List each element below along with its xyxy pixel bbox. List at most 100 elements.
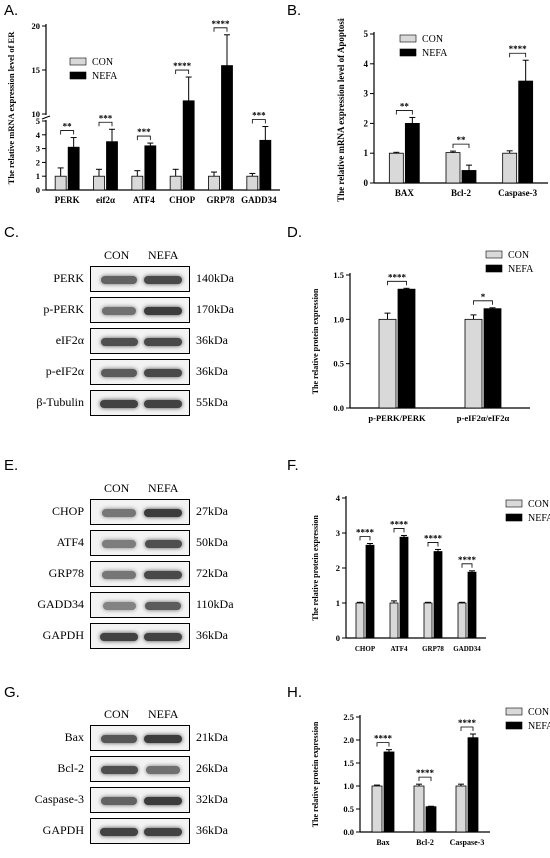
y-tick-label: 1 — [336, 598, 340, 608]
x-tick-label: Bax — [376, 838, 389, 847]
protein-label: PERK — [53, 271, 84, 285]
significance-bracket — [418, 776, 432, 782]
y-tick-label: 4 — [336, 493, 341, 503]
blot-strip — [90, 561, 190, 587]
blot-strip — [90, 499, 190, 525]
blot-strip — [90, 530, 190, 556]
y-tick-label: 15 — [32, 65, 41, 75]
blot-strip — [90, 297, 190, 323]
bar-con — [371, 785, 383, 833]
bar-con — [502, 152, 518, 184]
lane-header-con: CON — [104, 248, 130, 262]
molecular-weight-label: 55kDa — [196, 395, 228, 409]
protein-band — [144, 571, 182, 579]
legend-label-con: CON — [508, 250, 529, 261]
significance-label: ** — [400, 101, 410, 111]
blot-strip — [90, 390, 190, 416]
legend-swatch-nefa — [505, 513, 523, 522]
y-axis-label: The relative mRNA expression level of ER — [6, 31, 16, 185]
x-tick-label: Caspase-3 — [450, 838, 485, 847]
bar-nefa — [433, 551, 443, 639]
bar-nefa — [259, 139, 272, 191]
y-axis-label: The relative protein expression — [311, 721, 320, 827]
legend-label-nefa: NEFA — [508, 264, 534, 275]
bar-nefa — [461, 170, 477, 184]
x-tick-label: p-PERK/PERK — [368, 413, 426, 423]
y-tick-label: 2.5 — [343, 712, 354, 722]
lane-header-nefa: NEFA — [148, 248, 179, 262]
molecular-weight-label: 21kDa — [196, 730, 228, 744]
molecular-weight-label: 27kDa — [196, 504, 228, 518]
significance-bracket — [136, 135, 151, 141]
protein-band — [144, 540, 182, 548]
molecular-weight-label: 50kDa — [196, 535, 228, 549]
blot-strip — [90, 623, 190, 649]
significance-label: **** — [173, 61, 192, 71]
protein-band — [100, 400, 138, 408]
protein-band — [143, 307, 183, 315]
significance-bracket — [251, 119, 266, 124]
bar-nefa — [383, 751, 395, 833]
protein-band — [100, 828, 138, 836]
legend-swatch-con — [399, 34, 417, 43]
significance-label: ** — [457, 135, 467, 145]
x-tick-label: eif2α — [96, 195, 115, 205]
bar-con — [355, 602, 365, 639]
protein-label: GAPDH — [42, 823, 84, 837]
protein-band — [144, 828, 182, 836]
y-tick-label: 2 — [364, 118, 369, 128]
protein-band — [145, 602, 181, 610]
bar-nefa — [518, 80, 534, 184]
y-tick-label: 4 — [36, 130, 41, 140]
protein-band — [144, 369, 182, 377]
significance-label: *** — [137, 127, 151, 137]
legend-label-nefa: NEFA — [528, 721, 550, 732]
x-tick-label: CHOP — [169, 195, 196, 205]
protein-label: GRP78 — [48, 566, 84, 580]
bar-con — [378, 318, 397, 409]
legend-label-con: CON — [422, 34, 443, 45]
significance-bracket — [509, 52, 527, 58]
y-tick-label: 1.0 — [333, 314, 344, 324]
blot-strip — [90, 756, 190, 782]
y-tick-label: 1 — [36, 171, 40, 181]
legend-swatch-nefa — [505, 721, 523, 730]
bar-nefa — [144, 145, 157, 191]
bar-con — [246, 175, 259, 191]
protein-label: β-Tubulin — [36, 395, 84, 409]
molecular-weight-label: 72kDa — [196, 566, 228, 580]
bar-nefa — [397, 288, 416, 409]
lane-header-nefa: NEFA — [148, 481, 179, 495]
molecular-weight-label: 110kDa — [196, 597, 234, 611]
protein-label: Bcl-2 — [57, 761, 84, 775]
protein-band — [102, 571, 136, 579]
significance-label: **** — [424, 533, 443, 543]
molecular-weight-label: 36kDa — [196, 823, 228, 837]
panel-label-e: E. — [4, 457, 19, 474]
significance-bracket — [175, 69, 190, 75]
bar-nefa — [365, 544, 375, 639]
legend-label-nefa: NEFA — [422, 48, 448, 59]
significance-label: * — [481, 292, 486, 302]
y-tick-label: 3 — [336, 528, 340, 538]
significance-bracket — [387, 280, 407, 286]
x-tick-label: CHOP — [355, 645, 376, 653]
protein-band — [144, 400, 182, 408]
lane-header-nefa: NEFA — [148, 707, 179, 721]
significance-bracket — [60, 130, 75, 135]
y-tick-label: 0 — [364, 178, 369, 188]
protein-band — [100, 735, 138, 743]
blot-strip — [90, 787, 190, 813]
legend-swatch-con — [505, 499, 523, 508]
y-tick-label: 10 — [32, 109, 41, 119]
bar-nefa — [483, 308, 502, 409]
bar-nefa — [106, 141, 118, 191]
y-axis-label: The relative protein expression — [311, 515, 320, 621]
y-tick-label: 3 — [364, 89, 369, 99]
y-tick-label: 0.5 — [333, 359, 344, 369]
significance-label: **** — [212, 19, 231, 29]
blot-strip — [90, 266, 190, 292]
significance-label: **** — [390, 519, 409, 529]
bar-con — [457, 602, 467, 639]
significance-bracket — [395, 110, 413, 115]
